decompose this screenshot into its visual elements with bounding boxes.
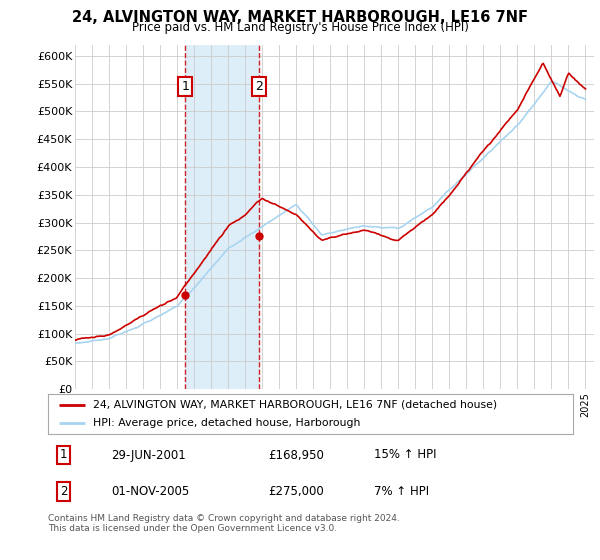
Text: 29-JUN-2001: 29-JUN-2001 xyxy=(111,449,186,461)
Text: HPI: Average price, detached house, Harborough: HPI: Average price, detached house, Harb… xyxy=(92,418,360,428)
Text: 24, ALVINGTON WAY, MARKET HARBOROUGH, LE16 7NF: 24, ALVINGTON WAY, MARKET HARBOROUGH, LE… xyxy=(72,10,528,25)
Text: 1: 1 xyxy=(60,449,67,461)
Text: 2: 2 xyxy=(256,80,263,92)
Text: £168,950: £168,950 xyxy=(269,449,325,461)
Text: Price paid vs. HM Land Registry's House Price Index (HPI): Price paid vs. HM Land Registry's House … xyxy=(131,21,469,34)
Text: 24, ALVINGTON WAY, MARKET HARBOROUGH, LE16 7NF (detached house): 24, ALVINGTON WAY, MARKET HARBOROUGH, LE… xyxy=(92,400,497,409)
Text: 01-NOV-2005: 01-NOV-2005 xyxy=(111,485,189,498)
Bar xyxy=(185,45,259,389)
Text: 7% ↑ HPI: 7% ↑ HPI xyxy=(373,485,428,498)
Text: £275,000: £275,000 xyxy=(269,485,324,498)
Text: Contains HM Land Registry data © Crown copyright and database right 2024.
This d: Contains HM Land Registry data © Crown c… xyxy=(48,514,400,534)
Text: 1: 1 xyxy=(181,80,190,92)
Text: 2: 2 xyxy=(60,485,67,498)
Text: 15% ↑ HPI: 15% ↑ HPI xyxy=(373,449,436,461)
